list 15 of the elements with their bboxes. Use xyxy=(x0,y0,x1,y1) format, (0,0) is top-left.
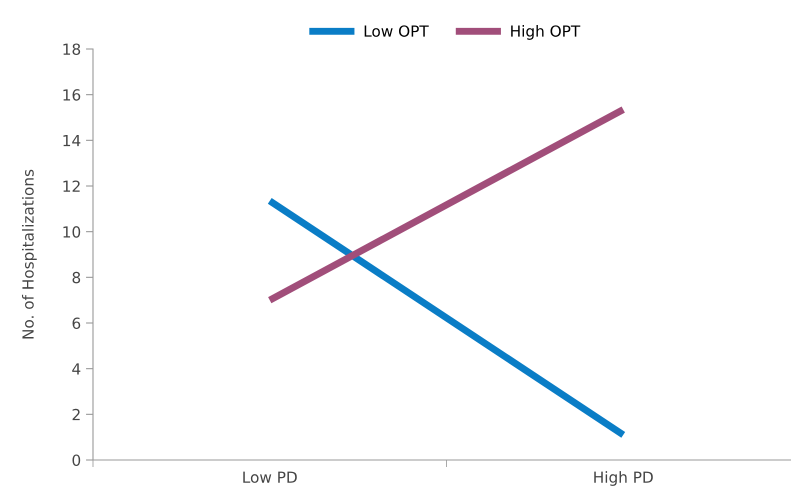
legend-label: High OPT xyxy=(511,25,580,40)
x-tick-label: High PD xyxy=(594,471,653,486)
legend-label: Low OPT xyxy=(364,25,429,37)
y-tick-label: 10 xyxy=(63,226,80,238)
y-tick-label: 18 xyxy=(63,43,80,56)
y-tick-label: 4 xyxy=(72,363,80,374)
y-tick-label: 16 xyxy=(63,89,80,101)
y-tick-label: 14 xyxy=(63,135,80,146)
y-axis-title: No. of Hospitalizations xyxy=(22,170,37,338)
y-tick-label: 2 xyxy=(72,408,80,420)
y-tick-label: 0 xyxy=(72,454,80,466)
y-tick-label: 8 xyxy=(72,272,80,284)
y-tick-label: 12 xyxy=(63,180,80,192)
x-tick-label: Low PD xyxy=(243,472,297,483)
y-tick-label: 6 xyxy=(72,317,80,330)
